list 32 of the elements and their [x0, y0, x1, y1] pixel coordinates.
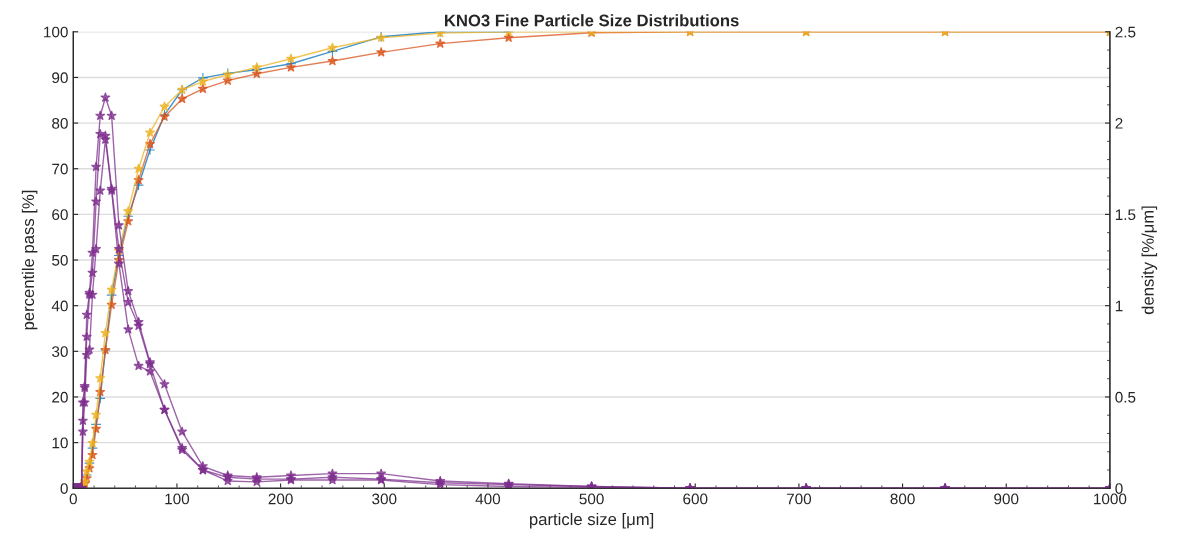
y2-tick-label: 2.5 [1115, 26, 1136, 38]
y-tick-label: 10 [52, 437, 68, 449]
y-tick-label: 60 [52, 209, 68, 221]
y-tick-label: 100 [44, 26, 68, 38]
y-tick-label: 70 [52, 163, 68, 175]
x-tick-label: 500 [579, 493, 604, 505]
y2-tick-label: 1.5 [1115, 209, 1136, 221]
x-tick-label: 0 [69, 493, 77, 505]
y-tick-label: 40 [51, 300, 68, 312]
x-tick-label: 600 [683, 493, 708, 505]
y-tick-label: 20 [52, 391, 68, 403]
x-axis-title: particle size [μm] [529, 512, 654, 529]
y2-axis-title: density [%/μm] [1141, 206, 1158, 315]
y-tick-label: 50 [52, 254, 68, 266]
x-tick-label: 300 [372, 493, 397, 505]
x-tick-label: 100 [165, 493, 190, 505]
x-tick-label: 400 [475, 493, 501, 505]
x-tick-label: 700 [786, 493, 812, 505]
x-tick-label: 900 [994, 493, 1019, 505]
y-tick-label: 80 [52, 117, 68, 129]
y2-tick-label: 0.5 [1115, 391, 1136, 403]
y-axis-title: percentile pass [%] [21, 190, 38, 330]
y-tick-label: 0 [60, 483, 68, 494]
x-tick-label: 800 [890, 493, 915, 505]
x-tick-label: 1000 [1094, 493, 1127, 505]
y2-tick-label: 0 [1115, 483, 1123, 494]
y2-tick-label: 1 [1115, 300, 1123, 312]
y-tick-label: 30 [52, 346, 68, 358]
chart-title: KNO3 Fine Particle Size Distributions [445, 14, 739, 27]
x-tick-label: 200 [268, 493, 293, 505]
y2-tick-label: 2 [1115, 117, 1123, 129]
y-tick-label: 90 [52, 72, 68, 84]
